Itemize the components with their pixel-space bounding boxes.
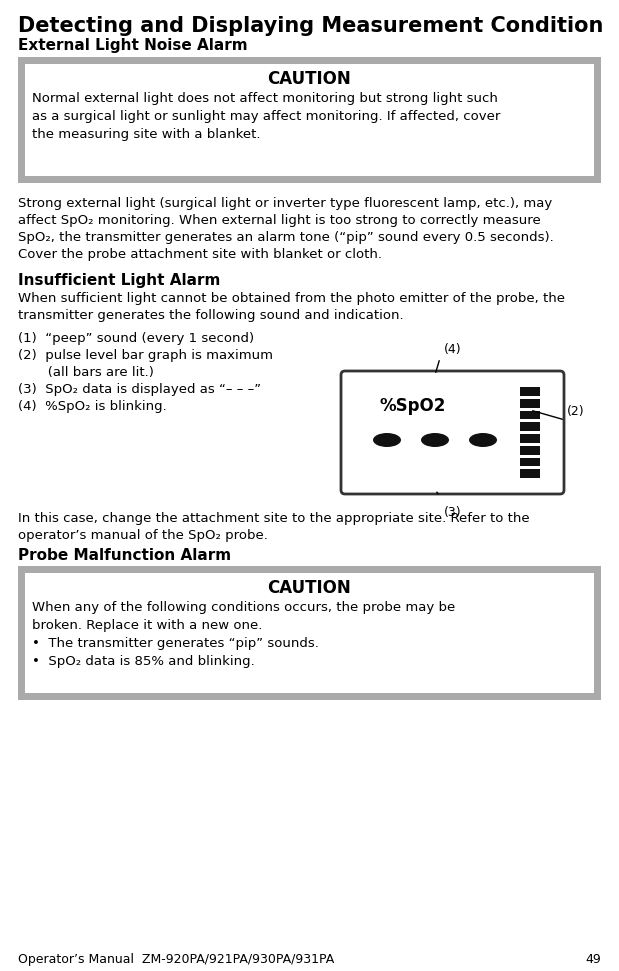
Text: Probe Malfunction Alarm: Probe Malfunction Alarm bbox=[18, 548, 231, 563]
Text: Detecting and Displaying Measurement Condition: Detecting and Displaying Measurement Con… bbox=[18, 16, 604, 36]
Text: CAUTION: CAUTION bbox=[267, 579, 352, 597]
Text: •  SpO₂ data is 85% and blinking.: • SpO₂ data is 85% and blinking. bbox=[32, 655, 255, 668]
Text: Operator’s Manual  ZM-920PA/921PA/930PA/931PA: Operator’s Manual ZM-920PA/921PA/930PA/9… bbox=[18, 953, 334, 966]
Text: as a surgical light or sunlight may affect monitoring. If affected, cover: as a surgical light or sunlight may affe… bbox=[32, 110, 500, 123]
Text: When any of the following conditions occurs, the probe may be: When any of the following conditions occ… bbox=[32, 601, 455, 614]
Text: SpO₂, the transmitter generates an alarm tone (“pip” sound every 0.5 seconds).: SpO₂, the transmitter generates an alarm… bbox=[18, 231, 554, 244]
Text: operator’s manual of the SpO₂ probe.: operator’s manual of the SpO₂ probe. bbox=[18, 529, 268, 542]
Text: (3)  SpO₂ data is displayed as “– – –”: (3) SpO₂ data is displayed as “– – –” bbox=[18, 383, 261, 396]
Text: the measuring site with a blanket.: the measuring site with a blanket. bbox=[32, 128, 261, 141]
Text: (3): (3) bbox=[444, 506, 462, 519]
Text: In this case, change the attachment site to the appropriate site. Refer to the: In this case, change the attachment site… bbox=[18, 512, 530, 525]
Text: transmitter generates the following sound and indication.: transmitter generates the following soun… bbox=[18, 309, 404, 322]
Text: broken. Replace it with a new one.: broken. Replace it with a new one. bbox=[32, 619, 262, 632]
Text: When sufficient light cannot be obtained from the photo emitter of the probe, th: When sufficient light cannot be obtained… bbox=[18, 292, 565, 305]
Ellipse shape bbox=[373, 433, 401, 447]
Text: (2): (2) bbox=[567, 405, 584, 418]
Text: •  The transmitter generates “pip” sounds.: • The transmitter generates “pip” sounds… bbox=[32, 637, 319, 650]
Bar bbox=[25, 64, 594, 176]
Bar bbox=[520, 422, 540, 431]
Text: (4): (4) bbox=[444, 343, 462, 356]
Text: affect SpO₂ monitoring. When external light is too strong to correctly measure: affect SpO₂ monitoring. When external li… bbox=[18, 214, 541, 227]
Bar bbox=[520, 469, 540, 478]
Bar bbox=[520, 399, 540, 408]
Text: Insufficient Light Alarm: Insufficient Light Alarm bbox=[18, 273, 220, 288]
Bar bbox=[520, 434, 540, 443]
FancyBboxPatch shape bbox=[341, 371, 564, 494]
Bar bbox=[520, 446, 540, 454]
Text: %SpO2: %SpO2 bbox=[380, 397, 446, 415]
Bar bbox=[520, 457, 540, 466]
Text: Cover the probe attachment site with blanket or cloth.: Cover the probe attachment site with bla… bbox=[18, 248, 382, 261]
Text: (all bars are lit.): (all bars are lit.) bbox=[18, 366, 154, 379]
Ellipse shape bbox=[469, 433, 497, 447]
Text: External Light Noise Alarm: External Light Noise Alarm bbox=[18, 38, 248, 53]
Bar bbox=[18, 57, 601, 183]
Bar bbox=[520, 387, 540, 396]
Bar bbox=[25, 573, 594, 693]
Text: 49: 49 bbox=[585, 953, 601, 966]
Ellipse shape bbox=[421, 433, 449, 447]
Bar bbox=[520, 411, 540, 419]
Text: CAUTION: CAUTION bbox=[267, 70, 352, 88]
Text: Strong external light (surgical light or inverter type fluorescent lamp, etc.), : Strong external light (surgical light or… bbox=[18, 197, 552, 210]
Text: (1)  “peep” sound (every 1 second): (1) “peep” sound (every 1 second) bbox=[18, 332, 254, 345]
Text: (2)  pulse level bar graph is maximum: (2) pulse level bar graph is maximum bbox=[18, 349, 273, 362]
Text: Normal external light does not affect monitoring but strong light such: Normal external light does not affect mo… bbox=[32, 92, 498, 105]
Bar bbox=[18, 566, 601, 700]
Text: (4)  %SpO₂ is blinking.: (4) %SpO₂ is blinking. bbox=[18, 400, 167, 413]
